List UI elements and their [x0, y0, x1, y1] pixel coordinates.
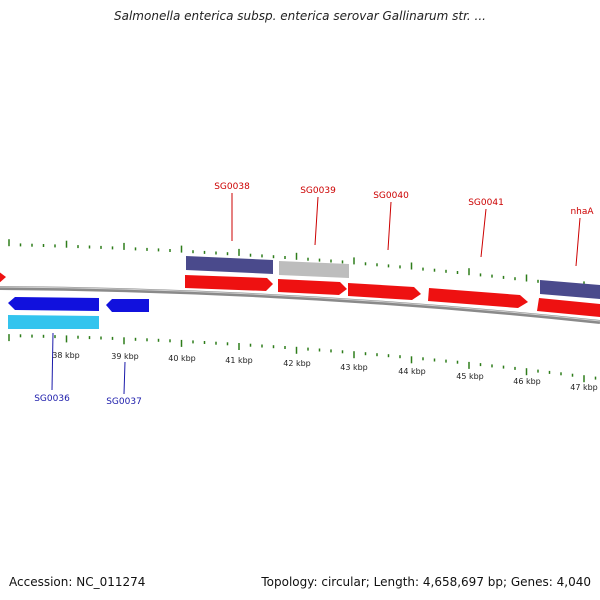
tick-label-44kbp: 44 kbp	[398, 367, 426, 376]
gene-arrow-left-edge[interactable]	[0, 271, 6, 284]
cds-bar-sg0036[interactable]	[8, 315, 99, 329]
tick-label-40kbp: 40 kbp	[168, 354, 196, 363]
tick-label-39kbp: 39 kbp	[111, 352, 139, 361]
gene-arrow-sg0037[interactable]	[106, 299, 149, 312]
tick-label-42kbp: 42 kbp	[283, 359, 311, 368]
gene-label-sg0039[interactable]: SG0039	[300, 186, 336, 196]
gene-arrow-sg0038[interactable]	[185, 275, 273, 291]
leader-sg0037	[123, 361, 126, 395]
upper-tick-marks	[8, 239, 597, 290]
gene-arrow-nhaa[interactable]	[537, 298, 600, 317]
cds-bar-sg0038[interactable]	[186, 256, 273, 274]
gene-label-nhaa[interactable]: nhaA	[570, 207, 594, 217]
reverse-genes	[8, 297, 149, 329]
genome-title: Salmonella enterica subsp. enterica sero…	[114, 9, 486, 23]
gene-arrow-sg0039[interactable]	[278, 279, 347, 295]
leader-sg0041	[480, 208, 487, 258]
tick-label-41kbp: 41 kbp	[225, 356, 253, 365]
tick-label-47kbp: 47 kbp	[570, 383, 598, 392]
cds-bar-nhaa[interactable]	[540, 280, 600, 299]
gene-label-sg0037[interactable]: SG0037	[106, 397, 142, 407]
gene-label-sg0036[interactable]: SG0036	[34, 394, 70, 404]
leader-nhaa	[575, 217, 581, 267]
tick-label-45kbp: 45 kbp	[456, 372, 484, 381]
lower-tick-marks	[8, 334, 597, 383]
tick-label-38kbp: 38 kbp	[52, 351, 80, 360]
gene-label-sg0041[interactable]: SG0041	[468, 198, 504, 208]
genome-backbone-highlight	[0, 286, 600, 322]
topology-text: Topology: circular; Length: 4,658,697 bp…	[261, 575, 591, 589]
gene-arrow-sg0036[interactable]	[8, 297, 99, 311]
gene-label-sg0038[interactable]: SG0038	[214, 182, 250, 192]
gene-label-sg0040[interactable]: SG0040	[373, 191, 409, 201]
gene-labels: SG0038 SG0039 SG0040 SG0041 nhaA SG0036 …	[34, 182, 594, 407]
tick-label-43kbp: 43 kbp	[340, 363, 368, 372]
leader-sg0040	[387, 201, 392, 251]
leader-sg0039	[314, 196, 319, 246]
accession-text: Accession: NC_011274	[9, 575, 146, 589]
tick-label-46kbp: 46 kbp	[513, 377, 541, 386]
gene-arrow-sg0041[interactable]	[428, 288, 528, 308]
gene-arrow-sg0040[interactable]	[348, 283, 421, 300]
leader-sg0036	[51, 332, 54, 391]
label-leaders	[51, 193, 581, 395]
forward-genes	[0, 271, 600, 317]
cds-bars	[186, 256, 600, 299]
cds-bar-sg0039[interactable]	[279, 261, 349, 278]
genome-backbone	[0, 286, 600, 324]
ruler-labels: 38 kbp 39 kbp 40 kbp 41 kbp 42 kbp 43 kb…	[52, 351, 598, 392]
